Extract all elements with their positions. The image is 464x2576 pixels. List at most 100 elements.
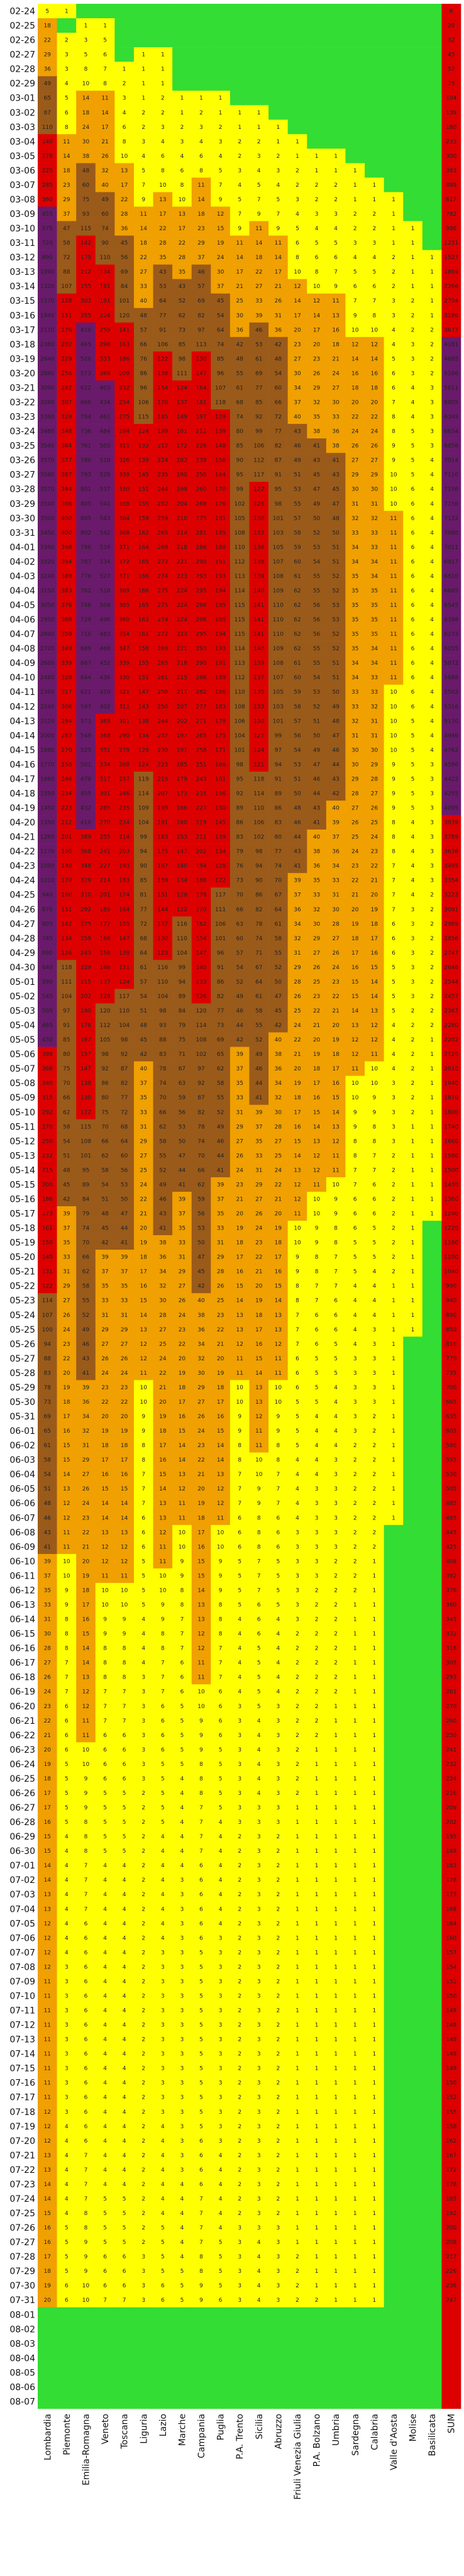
cell-value-label: 24 [140, 1182, 148, 1188]
heatmap-cell [57, 192, 77, 207]
heatmap-cell [249, 105, 269, 120]
cell-value-label: 6634 [444, 429, 458, 435]
cell-value-label: 2 [315, 1704, 319, 1710]
cell-value-label: 4 [353, 1298, 357, 1304]
heatmap-cell [172, 76, 192, 91]
heatmap-cell [403, 33, 423, 48]
cell-value-label: 12 [313, 298, 320, 304]
cell-value-label: 9 [238, 1414, 241, 1420]
heatmap-cell [403, 1684, 423, 1699]
cell-value-label: 12 [197, 1646, 204, 1652]
cell-value-label: 174 [119, 892, 130, 899]
cell-value-label: 4 [277, 1689, 280, 1696]
heatmap-cell [133, 105, 153, 120]
cell-value-label: 51 [332, 559, 339, 565]
cell-value-label: 14 [275, 1298, 282, 1304]
cell-value-label: 7 [277, 1472, 280, 1478]
cell-value-label: 6 [411, 501, 415, 508]
heatmap-cell [229, 105, 250, 120]
cell-value-label: 3050 [40, 602, 55, 609]
cell-value-label: 6398 [444, 617, 458, 623]
cell-value-label: 17 [236, 269, 243, 275]
cell-value-label: 4 [315, 1443, 319, 1449]
heatmap-cell [133, 192, 153, 207]
cell-value-label: 51 [294, 776, 301, 782]
cell-value-label: 745 [42, 936, 53, 942]
cell-value-label: 110 [273, 631, 284, 638]
cell-value-label: 14 [332, 1109, 340, 1116]
cell-value-label: 36 [275, 327, 282, 333]
cell-value-label: 371 [119, 545, 130, 551]
cell-value-label: 255 [99, 835, 110, 841]
heatmap-cell [114, 308, 135, 323]
heatmap-cell [268, 76, 288, 91]
cell-value-label: 2 [411, 1052, 415, 1058]
cell-value-label: 6 [334, 255, 338, 261]
heatmap-cell [441, 62, 461, 77]
heatmap-cell [326, 235, 346, 250]
heatmap-cell [403, 1582, 423, 1598]
cell-value-label: 224 [157, 458, 168, 464]
cell-value-label: 218 [177, 660, 187, 667]
cell-value-label: 97 [63, 1008, 70, 1014]
cell-value-label: 145 [138, 472, 149, 479]
cell-value-label: 39 [255, 313, 263, 319]
heatmap-cell [249, 235, 269, 250]
cell-value-label: 7 [238, 1486, 241, 1492]
cell-value-label: 133 [196, 979, 206, 985]
cell-value-label: 37 [63, 211, 70, 218]
cell-value-label: 12 [275, 1341, 282, 1348]
heatmap-cell [57, 148, 77, 164]
cell-value-label: 14 [371, 994, 378, 1000]
cell-value-label: 62 [294, 646, 301, 652]
cell-value-label: 14 [217, 1443, 224, 1449]
cell-value-label: 114 [138, 791, 149, 797]
cell-value-label: 234 [61, 791, 72, 797]
cell-value-label: 5 [277, 1602, 280, 1608]
cell-value-label: 1 [315, 153, 319, 160]
cell-value-label: 33 [236, 1095, 243, 1101]
cell-value-label: 17 [82, 1602, 89, 1608]
heatmap-cell [441, 105, 461, 120]
cell-value-label: 7 [141, 1501, 145, 1507]
cell-value-label: 30 [197, 1370, 205, 1377]
cell-value-label: 1 [430, 1037, 434, 1043]
cell-value-label: 271 [196, 718, 206, 724]
cell-value-label: 69 [44, 1414, 52, 1420]
cell-value-label: 18 [313, 1066, 321, 1072]
cell-value-label: 83 [159, 1052, 166, 1058]
cell-value-label: 2 [296, 168, 299, 174]
heatmap-cell [287, 62, 307, 77]
cell-value-label: 11 [275, 240, 282, 247]
heatmap-cell [384, 1568, 404, 1584]
heatmap-cell [422, 1279, 442, 1294]
heatmap-cell [38, 264, 57, 279]
cell-value-label: 7 [103, 1718, 107, 1724]
cell-value-label: 310 [80, 892, 91, 899]
cell-value-label: 9 [65, 1602, 69, 1608]
cell-value-label: 44 [255, 1080, 263, 1087]
cell-value-label: 151 [138, 487, 149, 493]
cell-value-label: 9 [334, 1211, 338, 1218]
cell-value-label: 3 [411, 994, 415, 1000]
cell-value-label: 12 [217, 1501, 224, 1507]
cell-value-label: 165 [138, 602, 149, 609]
cell-value-label: 1 [353, 1631, 357, 1638]
cell-value-label: 7 [392, 863, 395, 870]
cell-value-label: 3 [430, 399, 434, 406]
cell-value-label: 38 [82, 153, 90, 160]
cell-value-label: 15 [159, 1472, 166, 1478]
cell-value-label: 3 [141, 1675, 145, 1681]
cell-value-label: 2120 [444, 1052, 458, 1058]
cell-value-label: 67 [275, 892, 282, 899]
heatmap-cell [133, 148, 153, 164]
cell-value-label: 4 [372, 1269, 376, 1275]
heatmap-cell [153, 91, 173, 106]
cell-value-label: 43 [159, 269, 166, 275]
cell-value-label: 307 [61, 399, 72, 406]
cell-value-label: 33 [351, 689, 358, 696]
cell-value-label: 8 [180, 182, 184, 189]
cell-value-label: 6 [411, 516, 415, 522]
cell-value-label: 350 [119, 487, 130, 493]
cell-value-label: 10 [140, 1385, 148, 1391]
